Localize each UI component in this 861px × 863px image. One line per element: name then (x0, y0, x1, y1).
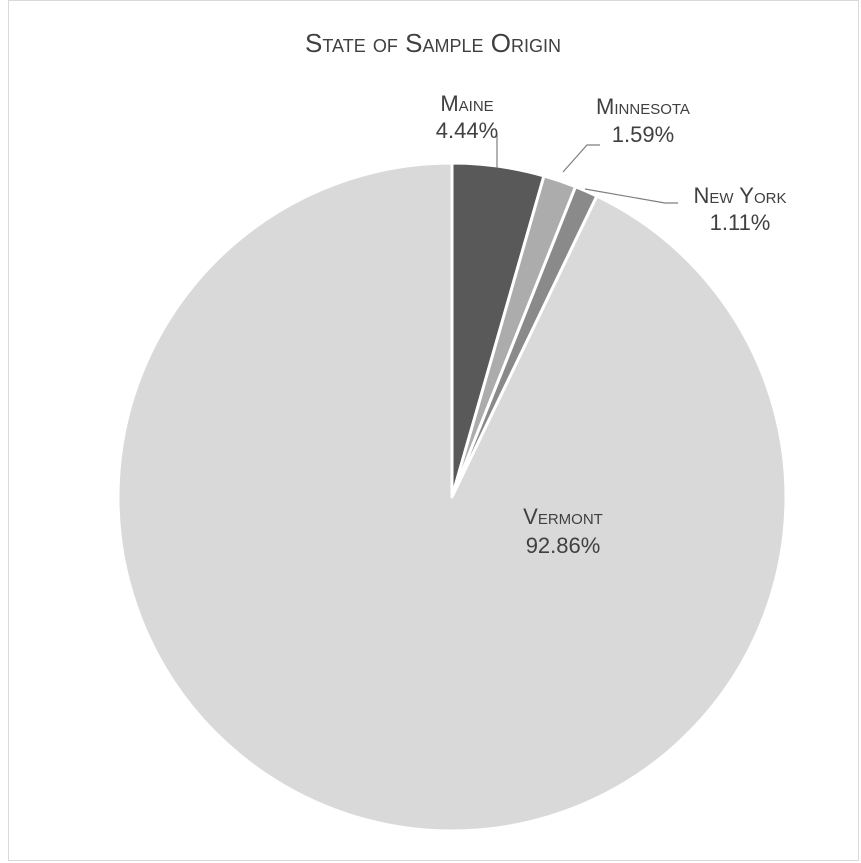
leader-line-minnesota (562, 144, 600, 173)
data-label-new-york-percent: 1.11% (710, 210, 771, 235)
data-label-maine-name: Maine (440, 91, 493, 116)
pie-slice-vermont (116, 161, 788, 833)
data-label-maine-percent: 4.44% (436, 118, 498, 143)
data-label-minnesota-percent: 1.59% (612, 122, 674, 147)
data-label-vermont-percent: 92.86% (526, 533, 601, 558)
data-label-minnesota-name: Minnesota (596, 94, 690, 119)
leader-line-new-york (584, 188, 678, 204)
data-label-vermont-name: Vermont (523, 504, 603, 529)
chart-title: State of Sample Origin (305, 28, 561, 58)
pie-slices (116, 161, 788, 833)
data-label-new-york-name: New York (694, 183, 787, 208)
